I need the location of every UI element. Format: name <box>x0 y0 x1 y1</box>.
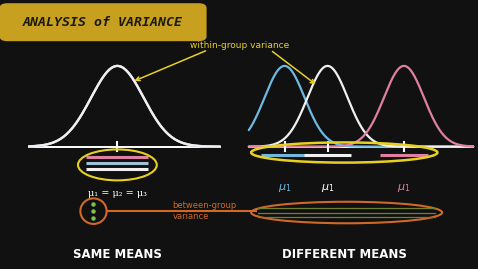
Text: SAME MEANS: SAME MEANS <box>73 248 162 261</box>
Text: DIFFERENT MEANS: DIFFERENT MEANS <box>282 248 407 261</box>
Text: between-group
variance: between-group variance <box>172 201 237 221</box>
Text: $\mu_1$: $\mu_1$ <box>397 182 411 194</box>
Text: $\mu_1$: $\mu_1$ <box>278 182 291 194</box>
Text: $\mu_1$: $\mu_1$ <box>321 182 334 194</box>
Text: within-group variance: within-group variance <box>190 41 289 50</box>
FancyBboxPatch shape <box>0 4 206 40</box>
Text: μ₁ = μ₂ = μ₃: μ₁ = μ₂ = μ₃ <box>88 189 147 198</box>
Text: ANALYSIS of VARIANCE: ANALYSIS of VARIANCE <box>23 16 183 29</box>
